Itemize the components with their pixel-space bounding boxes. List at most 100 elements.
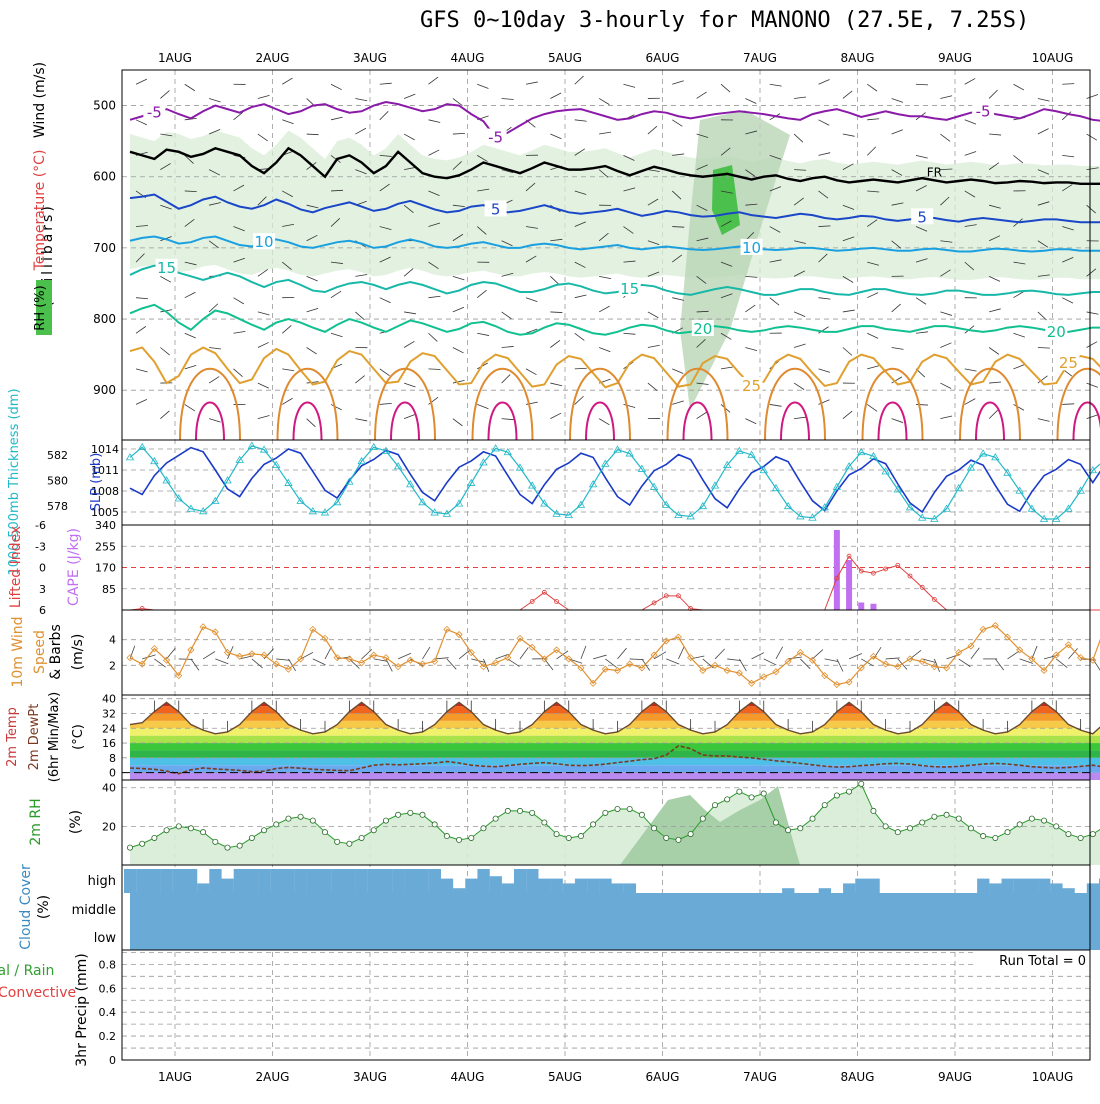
surface-wind-barb bbox=[288, 659, 295, 671]
wind-barb bbox=[380, 369, 390, 376]
rh-point bbox=[566, 835, 571, 840]
wind-barb bbox=[331, 404, 342, 409]
wind-barb bbox=[234, 112, 243, 120]
rh-point bbox=[188, 826, 193, 831]
cloud-high-bar bbox=[136, 869, 148, 893]
wind-barb bbox=[258, 312, 270, 315]
date-tick-top: 2AUG bbox=[256, 51, 290, 65]
wind-barb bbox=[355, 128, 365, 134]
wind-barb bbox=[575, 76, 584, 84]
temp-color-band bbox=[130, 713, 1100, 720]
isotherm-35-cell bbox=[879, 403, 907, 441]
wind-barb bbox=[1038, 348, 1050, 349]
date-tick-top: 9AUG bbox=[938, 51, 972, 65]
wind-barb bbox=[550, 340, 560, 347]
wind-barb bbox=[453, 419, 463, 426]
wind-barb bbox=[307, 276, 318, 281]
rh-point bbox=[225, 845, 230, 850]
isotherm-35-cell bbox=[489, 403, 517, 441]
wind-barb bbox=[331, 84, 342, 89]
wind-barb bbox=[477, 84, 488, 88]
wind-barb bbox=[282, 369, 294, 371]
wind-barb bbox=[867, 366, 879, 369]
wind-barb bbox=[1038, 419, 1050, 422]
wind-barb bbox=[1014, 84, 1024, 90]
precip-tick: 0.6 bbox=[99, 982, 117, 995]
wind-barb bbox=[819, 80, 830, 85]
wind-barb bbox=[429, 150, 440, 155]
wind-barb bbox=[672, 298, 684, 301]
isotherm-35-cell bbox=[294, 403, 322, 441]
rh-point bbox=[383, 818, 388, 823]
wind-barb bbox=[575, 368, 587, 369]
wind-barb bbox=[624, 404, 636, 407]
wind-barb bbox=[355, 274, 367, 276]
contour-label: -5 bbox=[147, 104, 162, 122]
surface-wind-barb bbox=[459, 650, 470, 659]
date-tick-bottom: 6AUG bbox=[646, 1070, 680, 1084]
rh2m-axis-label-2: (%) bbox=[68, 810, 84, 834]
surface-wind-barb bbox=[325, 647, 332, 659]
wind10m-axis-label-2: Speed bbox=[32, 630, 48, 674]
wind-tick: 2 bbox=[109, 659, 116, 672]
wind-barb bbox=[721, 84, 730, 92]
date-tick-top: 10AUG bbox=[1032, 51, 1074, 65]
rh-point bbox=[639, 812, 644, 817]
chart-title: GFS 0~10day 3-hourly for MANONO (27.5E, … bbox=[420, 8, 1029, 33]
wind-barb bbox=[940, 416, 952, 419]
rh-point bbox=[725, 797, 730, 802]
wind-barb bbox=[453, 307, 464, 312]
date-tick-top: 4AUG bbox=[451, 51, 485, 65]
wind-barb bbox=[867, 293, 878, 298]
rh-shading bbox=[130, 130, 1100, 279]
wind-barb bbox=[550, 312, 562, 313]
cloud-high-bar bbox=[282, 869, 294, 893]
wind-barb bbox=[770, 84, 782, 86]
rh-point bbox=[749, 795, 754, 800]
wind-barb bbox=[404, 341, 414, 347]
li-axis-label: Lifted Index bbox=[8, 526, 24, 608]
cloud-high-bar bbox=[417, 869, 429, 893]
isotherm-35-cell bbox=[391, 403, 419, 441]
isotherm-line bbox=[130, 348, 1100, 388]
wind-barb bbox=[940, 134, 950, 141]
wind-barb bbox=[794, 97, 806, 98]
wind-barb bbox=[1087, 95, 1098, 99]
surface-wind-barb bbox=[618, 648, 627, 659]
wind-barb bbox=[916, 332, 928, 333]
wind-barb bbox=[599, 132, 611, 134]
wind-barb bbox=[794, 417, 806, 418]
rh-point bbox=[1017, 822, 1022, 827]
precip-tick: 0.2 bbox=[99, 1030, 117, 1043]
wind-barb bbox=[892, 130, 903, 134]
rh-point bbox=[286, 816, 291, 821]
wind-barb bbox=[965, 399, 975, 405]
wind-barb bbox=[380, 111, 388, 119]
rh-point bbox=[176, 824, 181, 829]
wind-barb bbox=[136, 120, 147, 125]
isotherm-line bbox=[130, 102, 1100, 138]
surface-wind-barb bbox=[886, 658, 900, 659]
wind-barb bbox=[136, 326, 146, 333]
rh-point bbox=[1090, 831, 1095, 836]
rh-point bbox=[688, 831, 693, 836]
wind-barb bbox=[550, 93, 561, 98]
isotherm-35-cell bbox=[684, 403, 712, 441]
cloud-high-bar bbox=[392, 869, 404, 893]
rh-point bbox=[371, 828, 376, 833]
wind-barb bbox=[234, 298, 244, 304]
temp-color-band bbox=[130, 743, 1100, 750]
cloud-level-label: low bbox=[94, 931, 117, 946]
wind-barb bbox=[697, 92, 707, 99]
wind-barb bbox=[599, 348, 610, 352]
cloud-high-bar bbox=[1014, 879, 1026, 893]
cloud-high-bar bbox=[782, 888, 794, 893]
isotherm-line bbox=[130, 305, 1100, 335]
rh-point bbox=[968, 826, 973, 831]
cloud-high-bar bbox=[624, 883, 636, 893]
temp-axis-label-1: 2m Temp bbox=[5, 707, 20, 767]
wind-barb bbox=[136, 79, 147, 84]
surface-wind-barb bbox=[1056, 659, 1067, 668]
wind-barb bbox=[1087, 383, 1098, 387]
rh-point bbox=[944, 812, 949, 817]
